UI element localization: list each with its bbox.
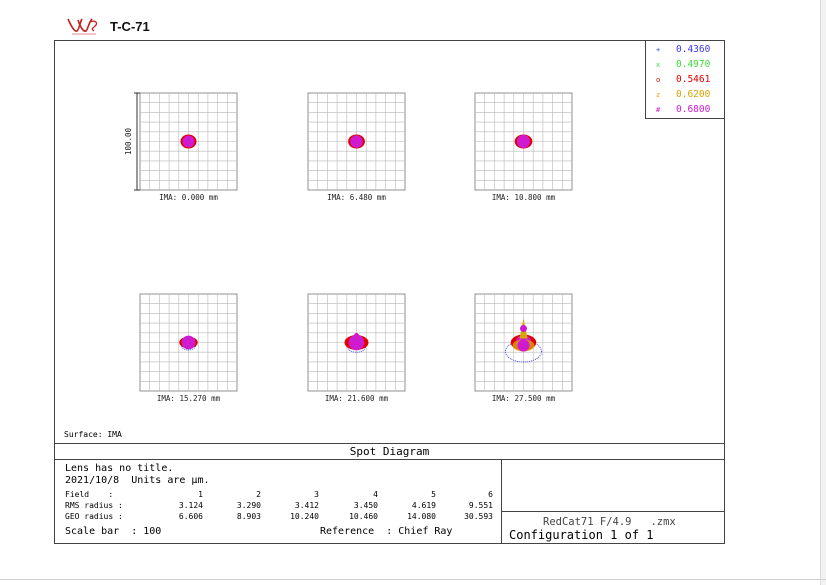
field-number: 2 [256,490,261,499]
legend-wavelength: 0.5461 [676,74,711,85]
rms-value: 4.619 [411,501,436,510]
legend-entry: z 0.6200 [646,88,724,102]
page-divider [0,579,826,580]
legend-marker: x [656,61,661,69]
legend-entry: +0.4360 [646,43,724,57]
rms-row-label: RMS radius : [65,501,123,510]
legend-wavelength: 0.6800 [676,104,711,115]
spot-grid-6: IMA: 27.500 mm [474,293,573,403]
legend-marker: + [656,46,661,54]
field-row-label: Field : [65,490,114,499]
legend-entry: x 0.4970 [646,58,724,72]
legend-entry: #0.6800 [646,103,724,117]
field-number: 4 [373,490,378,499]
field-label: IMA: 6.480 mm [327,193,386,202]
document-title: T-C-71 [110,19,150,34]
legend-marker: o [656,76,661,84]
field-number: 3 [314,490,319,499]
lens-title-line: Lens has no title. [65,463,174,474]
spot-grid-5: IMA: 21.600 mm [307,293,406,403]
config-divider [502,511,724,512]
wavelength-legend: +0.4360 x 0.4970 o 0.5461 z 0.6200 #0.6800 [645,40,725,119]
field-label: IMA: 10.800 mm [492,193,556,202]
spot-grid-3: IMA: 10.800 mm [474,92,573,202]
window-edge [820,0,826,585]
spot-diagram-plot: IMA: 0.000 mm IMA: 6.480 mm IMA: 10.800 mm… [124,92,573,403]
field-label: IMA: 15.270 mm [157,394,221,403]
geo-value: 8.903 [236,512,261,521]
spot-grid-1: IMA: 0.000 mm [139,92,238,202]
info-panel: Lens has no title. 2021/10/8 Units are µ… [54,459,502,544]
field-number: 5 [431,490,436,499]
lens-file-name: RedCat71 F/4.9 .zmx [543,516,676,528]
configuration-label: Configuration 1 of 1 [509,528,654,542]
reference-line: Reference : Chief Ray [320,526,453,537]
spot-grid-2: IMA: 6.480 mm [307,92,406,202]
field-number: 6 [488,490,493,499]
legend-wavelength: 0.6200 [676,89,711,100]
geo-value: 10.460 [349,512,378,521]
legend-wavelength: 0.4970 [676,59,711,70]
william-optics-logo-icon [67,18,98,35]
geo-value: 30.593 [464,512,493,521]
rms-value: 3.290 [236,501,261,510]
field-label: IMA: 27.500 mm [492,394,556,403]
spot-grid-4: IMA: 15.270 mm [139,293,238,403]
legend-wavelength: 0.4360 [676,44,711,55]
legend-marker: # [656,106,661,114]
scale-bar-line: Scale bar : 100 [65,526,162,537]
spot-pattern [514,134,533,149]
scale-bar-label: 100.00 [124,127,133,155]
diagram-title: Spot Diagram [54,443,725,460]
configuration-panel [501,459,725,544]
rms-value: 3.450 [353,501,378,510]
field-label: IMA: 21.600 mm [325,394,389,403]
spot-pattern [505,318,542,363]
field-label: IMA: 0.000 mm [159,193,218,202]
date-units-line: 2021/10/8 Units are µm. [65,475,210,486]
surface-label: Surface: IMA [64,430,122,439]
spot-pattern [344,333,369,353]
legend-entry: o 0.5461 [646,73,724,87]
rms-value: 3.124 [178,501,203,510]
spot-pattern [180,134,197,149]
spot-pattern [179,335,198,351]
geo-value: 10.240 [290,512,319,521]
report-header: T-C-71 [0,0,826,44]
geo-row-label: GEO radius : [65,512,123,521]
geo-value: 14.080 [407,512,436,521]
rms-value: 3.412 [294,501,319,510]
legend-marker: z [656,91,661,99]
field-number: 1 [198,490,203,499]
geo-value: 6.606 [178,512,203,521]
spot-pattern [348,134,365,149]
rms-value: 9.551 [468,501,493,510]
